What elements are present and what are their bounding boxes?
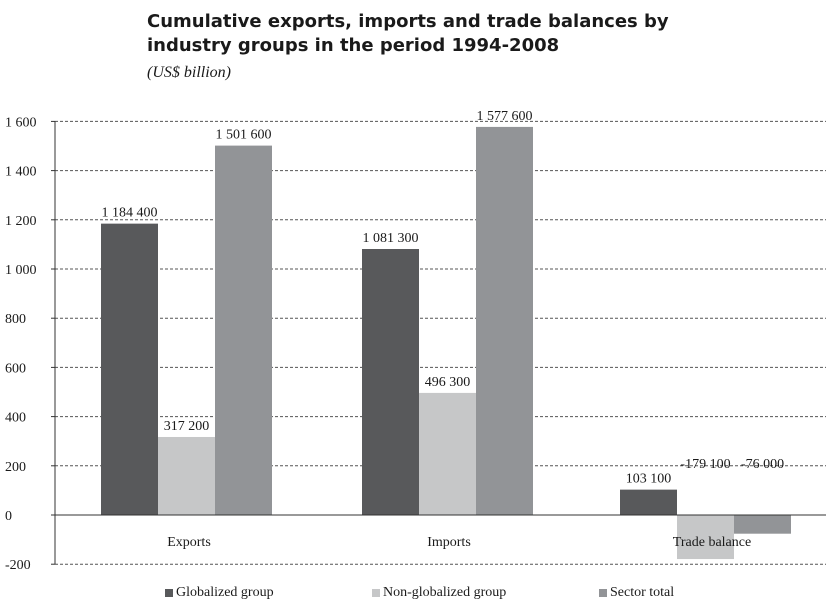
data-label: 1 184 400	[102, 206, 158, 221]
data-label: 1 081 300	[363, 231, 419, 246]
bar-0-1	[158, 436, 215, 515]
y-tick-label: 400	[5, 411, 26, 426]
chart-title-line-1: Cumulative exports, imports and trade ba…	[147, 11, 669, 32]
legend-item: Sector total	[599, 585, 674, 601]
data-label: 1 577 600	[477, 109, 533, 124]
bar-0-2	[215, 145, 272, 516]
y-tick-label: 1 400	[5, 165, 37, 180]
legend-swatch	[372, 589, 380, 597]
bar-1-2	[476, 126, 533, 515]
bar-2-1	[677, 515, 734, 560]
chart-title: Cumulative exports, imports and trade ba…	[147, 10, 669, 58]
data-label: 1 501 600	[216, 128, 272, 143]
category-label: Trade balance	[673, 535, 751, 550]
legend-item: Globalized group	[165, 585, 274, 601]
legend-label: Globalized group	[176, 585, 274, 600]
y-tick-label: 800	[5, 312, 26, 327]
chart-legend: Globalized group Non-globalized group Sect…	[0, 585, 827, 603]
data-label: -76 000	[741, 457, 784, 472]
chart-title-line-2: industry groups in the period 1994-2008	[147, 35, 560, 56]
data-label: 496 300	[425, 375, 471, 390]
data-label: -179 100	[680, 457, 730, 472]
bar-1-1	[419, 392, 476, 515]
bar-1-0	[362, 249, 419, 516]
legend-swatch	[165, 589, 173, 597]
data-label: 103 100	[626, 472, 672, 487]
legend-swatch	[599, 589, 607, 597]
bar-2-0	[620, 489, 677, 515]
y-tick-label: 1 000	[5, 263, 37, 278]
legend-item: Non-globalized group	[372, 585, 506, 601]
legend-label: Non-globalized group	[383, 585, 507, 600]
legend-label: Sector total	[610, 585, 675, 600]
bar-0-0	[101, 223, 158, 515]
bar-2-2	[734, 515, 791, 534]
y-tick-label: 600	[5, 361, 26, 376]
y-tick-label: 0	[5, 509, 12, 524]
category-label: Exports	[167, 535, 211, 550]
chart-subtitle: (US$ billion)	[147, 64, 231, 81]
y-tick-label: 1 200	[5, 214, 37, 229]
data-label: 317 200	[164, 419, 210, 434]
y-tick-label: -200	[5, 558, 31, 573]
y-tick-label: 1 600	[5, 115, 37, 130]
y-tick-label: 200	[5, 460, 26, 475]
category-label: Imports	[427, 535, 471, 550]
